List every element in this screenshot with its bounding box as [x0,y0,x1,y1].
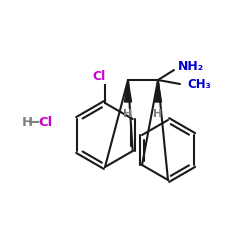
Text: H: H [124,109,132,119]
Polygon shape [154,80,162,102]
Text: CH₃: CH₃ [187,78,211,90]
Text: Cl: Cl [92,70,106,83]
Text: NH₂: NH₂ [178,60,204,72]
Polygon shape [124,80,132,102]
Text: H: H [22,116,33,128]
Text: H: H [154,109,162,119]
Text: Cl: Cl [38,116,52,128]
